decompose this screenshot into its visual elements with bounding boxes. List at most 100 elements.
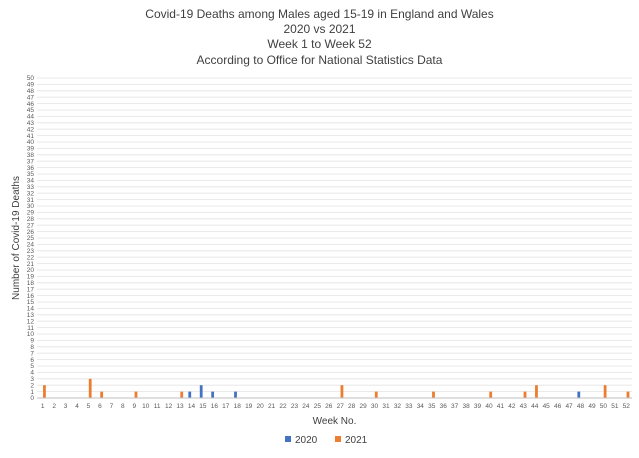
y-tick-label: 33: [27, 184, 35, 191]
y-tick-label: 47: [27, 94, 35, 101]
bar-2021-week-5: [88, 378, 92, 398]
x-tick-label: 47: [565, 403, 573, 410]
y-tick-label: 44: [27, 114, 35, 121]
y-tick-label: 12: [27, 318, 35, 325]
x-tick-label: 45: [543, 403, 551, 410]
x-tick-label: 3: [64, 403, 68, 410]
bar-2021-week-30: [374, 391, 378, 398]
x-tick-label: 18: [234, 403, 242, 410]
y-tick-label: 13: [27, 312, 35, 319]
x-tick-label: 23: [291, 403, 299, 410]
x-tick-label: 41: [497, 403, 505, 410]
y-tick-label: 15: [27, 299, 35, 306]
y-tick-label: 46: [27, 101, 35, 108]
y-tick-label: 23: [27, 248, 35, 255]
y-tick-label: 19: [27, 274, 35, 281]
y-tick-label: 38: [27, 152, 35, 159]
x-tick-label: 35: [428, 403, 436, 410]
y-tick-label: 30: [27, 203, 35, 210]
x-tick-label: 16: [211, 403, 219, 410]
bar-2021-week-1: [43, 385, 46, 398]
y-tick-label: 14: [27, 306, 35, 313]
x-tick-label: 5: [87, 403, 91, 410]
y-tick-label: 6: [30, 357, 34, 364]
bars: [43, 378, 630, 398]
bar-2020-week-18: [234, 391, 237, 398]
x-tick-label: 14: [188, 403, 196, 410]
bar-2021-week-9: [134, 391, 138, 398]
chart-title: Covid-19 Deaths among Males aged 15-19 i…: [145, 7, 493, 67]
y-tick-label: 10: [27, 331, 35, 338]
x-tick-label: 38: [462, 403, 470, 410]
x-tick-label: 17: [222, 403, 230, 410]
x-tick-label: 20: [257, 403, 265, 410]
x-tick-label: 37: [451, 403, 459, 410]
y-tick-label: 24: [27, 242, 35, 249]
x-tick-label: 27: [337, 403, 345, 410]
x-tick-label: 15: [199, 403, 207, 410]
x-tick-label: 11: [154, 403, 161, 410]
x-tick-label: 36: [440, 403, 448, 410]
bar-2020-week-15: [199, 385, 203, 398]
gridlines: [37, 77, 632, 393]
y-tick-label: 0: [30, 395, 34, 402]
y-tick-label: 11: [27, 325, 34, 332]
bar-2020-week-14: [188, 391, 192, 398]
y-tick-label: 45: [27, 107, 35, 114]
y-tick-label: 1: [30, 389, 34, 396]
x-tick-label: 13: [176, 403, 184, 410]
bar-2021-week-50: [603, 385, 607, 398]
x-tick-label: 21: [268, 403, 276, 410]
legend: 2020 2021: [285, 435, 368, 446]
y-tick-label: 32: [27, 190, 35, 197]
x-tick-label: 4: [75, 403, 79, 410]
y-tick-label: 48: [27, 88, 35, 95]
legend-swatch-2020: [285, 436, 291, 442]
x-tick-label: 34: [417, 403, 425, 410]
x-tick-label: 49: [588, 403, 596, 410]
x-tick-label: 19: [245, 403, 253, 410]
x-tick-label: 24: [302, 403, 310, 410]
x-tick-label: 22: [279, 403, 287, 410]
y-tick-label: 25: [27, 235, 35, 242]
legend-swatch-2021: [335, 436, 341, 442]
y-tick-label: 36: [27, 165, 35, 172]
x-tick-label: 26: [325, 403, 333, 410]
x-tick-label: 42: [508, 403, 516, 410]
x-tick-label: 7: [110, 403, 114, 410]
x-tick-label: 28: [348, 403, 356, 410]
chart-title-line-2: 2020 vs 2021: [283, 22, 355, 36]
x-tick-label: 39: [474, 403, 482, 410]
x-tick-label: 33: [405, 403, 413, 410]
legend-label-2020: 2020: [295, 435, 318, 446]
x-tick-label: 29: [359, 403, 367, 410]
x-tick-label: 10: [142, 403, 150, 410]
x-axis-label: Week No.: [313, 416, 357, 427]
x-tick-label: 30: [371, 403, 379, 410]
y-tick-label: 41: [27, 133, 35, 140]
y-tick-label: 49: [27, 82, 35, 89]
bar-2021-week-6: [100, 391, 104, 398]
x-tick-label: 6: [98, 403, 102, 410]
y-tick-label: 17: [27, 286, 35, 293]
y-tick-label: 28: [27, 216, 35, 223]
y-tick-label: 16: [27, 293, 35, 300]
x-tick-label: 31: [382, 403, 390, 410]
y-axis-label: Number of Covid-19 Deaths: [11, 176, 22, 300]
bar-2021-week-35: [432, 391, 435, 398]
y-tick-label: 9: [30, 338, 34, 345]
y-tick-label: 31: [27, 197, 35, 204]
bar-2021-week-40: [489, 391, 493, 398]
y-tick-label: 35: [27, 171, 35, 178]
y-tick-label: 42: [27, 126, 35, 133]
y-tick-label: 40: [27, 139, 35, 146]
x-tick-label: 50: [600, 403, 608, 410]
x-tick-label: 52: [623, 403, 631, 410]
y-tick-label: 21: [27, 261, 35, 268]
y-tick-label: 50: [27, 75, 35, 82]
x-tick-label: 46: [554, 403, 562, 410]
bar-2021-week-52: [626, 391, 630, 398]
y-tick-label: 2: [30, 382, 34, 389]
